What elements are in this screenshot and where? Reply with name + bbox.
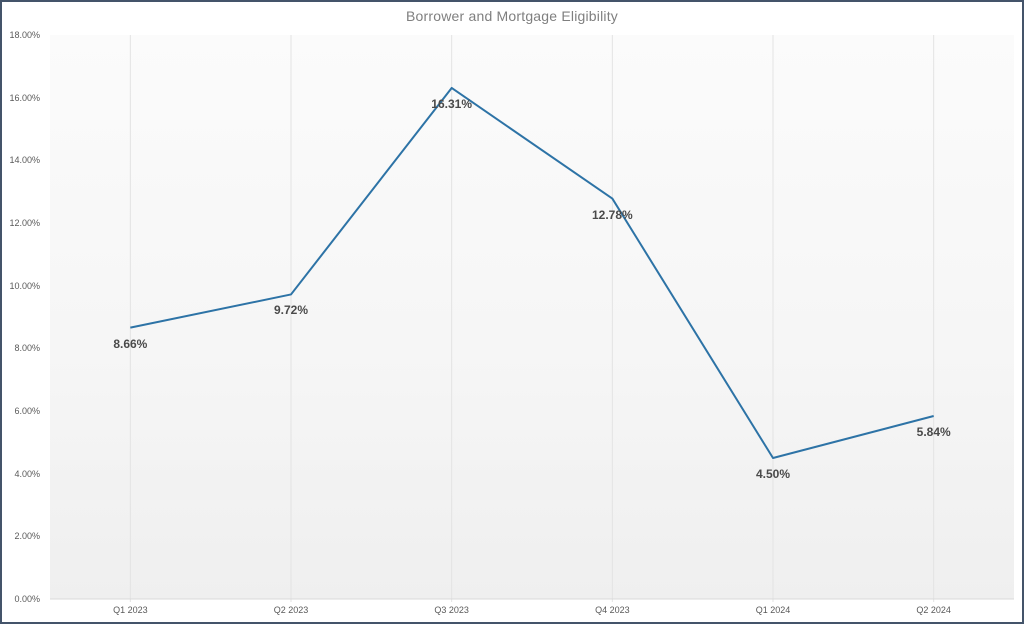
- y-axis-tick-label: 18.00%: [9, 30, 40, 40]
- plot-area-background: [50, 35, 1014, 599]
- data-label: 4.50%: [755, 467, 791, 481]
- x-axis-category-label: Q1 2024: [755, 605, 791, 615]
- data-label: 8.66%: [113, 336, 148, 351]
- data-label: 9.72%: [273, 303, 309, 318]
- x-axis-category-label: Q4 2023: [595, 605, 630, 615]
- y-axis-tick-label: 0.00%: [14, 594, 40, 604]
- y-axis-tick-label: 2.00%: [14, 531, 40, 542]
- x-axis-category-label: Q2 2023: [273, 605, 309, 615]
- y-axis-tick-label: 16.00%: [9, 92, 40, 103]
- data-label: 12.78%: [591, 207, 633, 222]
- data-label: 16.31%: [431, 96, 473, 111]
- y-axis-tick-label: 6.00%: [14, 406, 40, 416]
- y-axis-tick-label: 8.00%: [14, 343, 40, 354]
- y-axis-tick-label: 10.00%: [9, 280, 40, 291]
- chart-title: Borrower and Mortgage Eligibility: [405, 8, 619, 24]
- x-axis-category-label: Q2 2024: [916, 605, 951, 615]
- y-axis-tick-label: 14.00%: [9, 155, 40, 166]
- y-axis-tick-label: 4.00%: [14, 468, 40, 479]
- x-axis-category-label: Q3 2023: [434, 605, 469, 615]
- x-axis-category-label: Q1 2023: [113, 605, 148, 615]
- series-line: [130, 86, 934, 459]
- data-label: 5.84%: [916, 425, 951, 439]
- y-axis-tick-label: 12.00%: [9, 218, 40, 228]
